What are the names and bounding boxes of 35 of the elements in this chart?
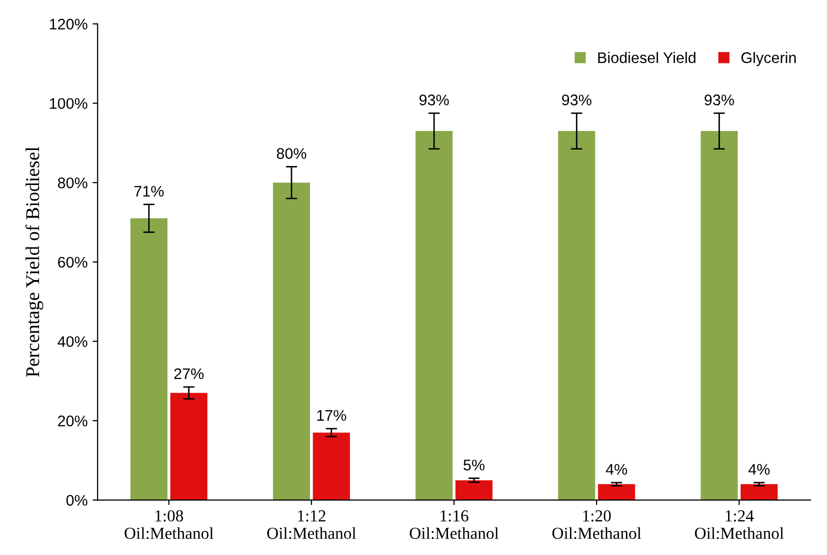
data-label: 71% xyxy=(134,186,164,197)
data-label: 4% xyxy=(606,464,628,475)
y-tick-label: 40% xyxy=(58,336,88,348)
data-label: 27% xyxy=(174,368,204,380)
x-tick-label: 1:20 Oil:Methanol xyxy=(552,510,642,540)
bar xyxy=(416,131,453,500)
bar xyxy=(130,218,168,500)
bar xyxy=(312,432,350,500)
x-tick-label: 1:24 Oil:Methanol xyxy=(694,510,784,540)
y-tick-label: 120% xyxy=(50,18,88,30)
x-tick-label: 1:12 Oil:Methanol xyxy=(267,510,356,540)
x-tick-label: 1:16 Oil:Methanol xyxy=(410,510,499,540)
bar xyxy=(455,480,493,500)
data-label: 17% xyxy=(317,410,346,421)
y-tick-label: 0% xyxy=(66,494,88,506)
data-label: 93% xyxy=(704,94,734,106)
bar xyxy=(700,131,738,500)
bar xyxy=(740,484,778,500)
bar xyxy=(558,131,596,500)
legend-label: Glycerin xyxy=(741,52,796,66)
bar xyxy=(170,392,208,500)
y-tick-label: 60% xyxy=(58,256,88,268)
data-label: 93% xyxy=(419,94,449,106)
bar xyxy=(272,182,310,500)
y-tick-label: 100% xyxy=(50,98,88,109)
y-tick-label: 20% xyxy=(58,416,88,426)
legend-label: Biodiesel Yield xyxy=(598,52,696,64)
data-label: 80% xyxy=(276,148,306,159)
data-label: 5% xyxy=(464,460,484,470)
data-label: 93% xyxy=(562,94,592,106)
data-label: 4% xyxy=(748,464,770,475)
bar xyxy=(598,484,636,500)
x-tick-label: 1:08 Oil:Methanol xyxy=(124,510,214,540)
y-tick-label: 80% xyxy=(58,177,88,188)
y-axis-title: Percentage Yield of Biodiesel xyxy=(25,146,44,377)
